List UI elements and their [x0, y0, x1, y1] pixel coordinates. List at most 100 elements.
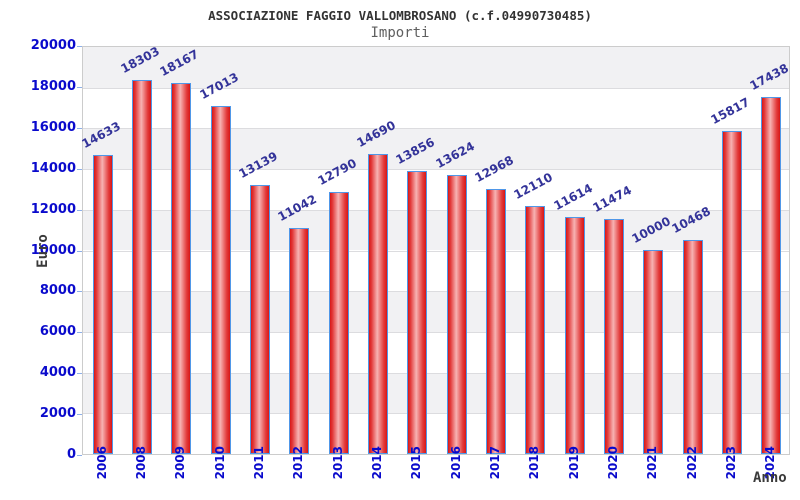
- y-tick-mark: [77, 291, 82, 293]
- bar-value-label: 17013: [197, 70, 241, 103]
- grid-band: [83, 47, 789, 88]
- y-tick-mark: [77, 332, 82, 334]
- bar-value-label: 12968: [472, 152, 516, 185]
- y-tick-mark: [77, 86, 82, 88]
- y-tick-label: 12000: [30, 201, 76, 217]
- y-tick-mark: [77, 414, 82, 416]
- y-tick-label: 14000: [30, 160, 76, 176]
- x-tick-label-2009: 2009: [173, 446, 188, 480]
- grid-band: [83, 413, 789, 454]
- x-tick-label-2015: 2015: [409, 446, 424, 480]
- y-tick-mark: [77, 455, 82, 456]
- y-tick-mark: [77, 373, 82, 375]
- bar-value-label: 14633: [79, 118, 123, 151]
- bar-value-label: 18303: [118, 43, 162, 76]
- y-tick-label: 2000: [39, 406, 76, 422]
- grid-band: [83, 87, 789, 129]
- y-tick-label: 8000: [39, 283, 76, 299]
- y-tick-label: 4000: [39, 365, 76, 381]
- gridline: [83, 209, 789, 211]
- y-tick-label: 18000: [30, 78, 76, 94]
- grid-band: [83, 209, 789, 251]
- x-tick-label-2021: 2021: [645, 446, 660, 480]
- x-tick-label-2023: 2023: [724, 446, 738, 480]
- bar-2019: [564, 216, 585, 454]
- bar-2016: [446, 175, 467, 454]
- x-axis-title: Anno: [753, 470, 787, 486]
- y-tick-label: 10000: [30, 242, 76, 258]
- bar-value-label: 11042: [275, 192, 320, 225]
- bar-value-label: 13624: [433, 139, 477, 172]
- y-tick-label: 6000: [39, 324, 76, 340]
- chart-subtitle: Importi: [370, 25, 430, 41]
- x-tick-label-2012: 2012: [291, 446, 306, 480]
- gridline: [83, 169, 789, 171]
- y-tick-label: 0: [66, 447, 76, 462]
- grid-band: [83, 169, 789, 210]
- bar-2009: [171, 82, 192, 454]
- bar-2024: [761, 97, 782, 454]
- bar-value-label: 18167: [157, 46, 202, 79]
- bar-value-label: 12110: [511, 170, 556, 203]
- bar-2011: [250, 185, 270, 454]
- x-tick-label-2016: 2016: [448, 446, 463, 480]
- bar-2020: [604, 219, 624, 454]
- x-tick-label-2022: 2022: [684, 446, 699, 480]
- bar-value-label: 13856: [393, 134, 438, 167]
- x-tick-label-2017: 2017: [488, 446, 502, 480]
- bar-2013: [328, 192, 349, 454]
- y-tick-mark: [77, 168, 82, 170]
- x-tick-label-2019: 2019: [566, 446, 581, 480]
- x-tick-label-2006: 2006: [94, 446, 109, 480]
- grid-band: [83, 250, 789, 292]
- bar-2023: [722, 130, 742, 454]
- bar-2014: [368, 153, 388, 454]
- bars-layer: 14633 18303 18167 17013 13139 11042 12790 14690…: [79, 43, 792, 454]
- bar-2015: [407, 170, 428, 454]
- bar-2012: [289, 228, 310, 454]
- bar-value-label: 10468: [669, 203, 713, 236]
- grid-band: [83, 372, 789, 414]
- y-tick-mark: [77, 209, 82, 211]
- x-tick-label-2011: 2011: [252, 446, 266, 480]
- grid-band: [83, 128, 789, 170]
- x-tick-label-2014: 2014: [370, 446, 384, 480]
- bar-value-label: 11614: [551, 180, 595, 213]
- x-tick-label-2018: 2018: [527, 446, 542, 480]
- y-tick-label: 16000: [30, 119, 76, 135]
- y-tick-mark: [77, 46, 82, 47]
- gridline: [83, 291, 789, 293]
- y-tick-label: 20000: [30, 38, 76, 53]
- gridline: [83, 372, 789, 374]
- gridline: [83, 331, 789, 333]
- bar-2006: [92, 154, 113, 454]
- bar-2022: [682, 239, 703, 454]
- gridline: [83, 250, 789, 252]
- bar-value-label: 13139: [236, 149, 280, 182]
- x-tick-label-2010: 2010: [212, 446, 227, 480]
- bar-value-label: 11474: [590, 183, 634, 216]
- bar-2017: [486, 188, 506, 454]
- gridline: [83, 128, 789, 130]
- y-tick-mark: [77, 250, 82, 252]
- plot-area: 14633 18303 18167 17013 13139 11042 12790 14690…: [79, 43, 792, 455]
- grid-band: [83, 331, 789, 373]
- bar-2008: [132, 79, 152, 454]
- y-tick-mark: [77, 127, 82, 129]
- gridline: [83, 413, 789, 415]
- gridline: [83, 87, 789, 89]
- bar-2010: [210, 106, 231, 454]
- y-axis-title: Euro: [34, 234, 51, 268]
- chart-title: ASSOCIAZIONE FAGGIO VALLOMBROSANO (c.f.0…: [208, 8, 592, 23]
- grid-band: [83, 291, 789, 332]
- bar-2021: [643, 249, 664, 454]
- bar-2018: [525, 206, 546, 454]
- bar-value-label: 15817: [708, 94, 752, 127]
- bar-value-label: 10000: [629, 213, 674, 246]
- x-tick-label-2020: 2020: [606, 446, 620, 480]
- bar-value-label: 14690: [354, 117, 398, 150]
- x-tick-label-2008: 2008: [134, 446, 148, 480]
- x-tick-label-2013: 2013: [330, 446, 345, 480]
- bar-value-label: 17438: [747, 61, 792, 94]
